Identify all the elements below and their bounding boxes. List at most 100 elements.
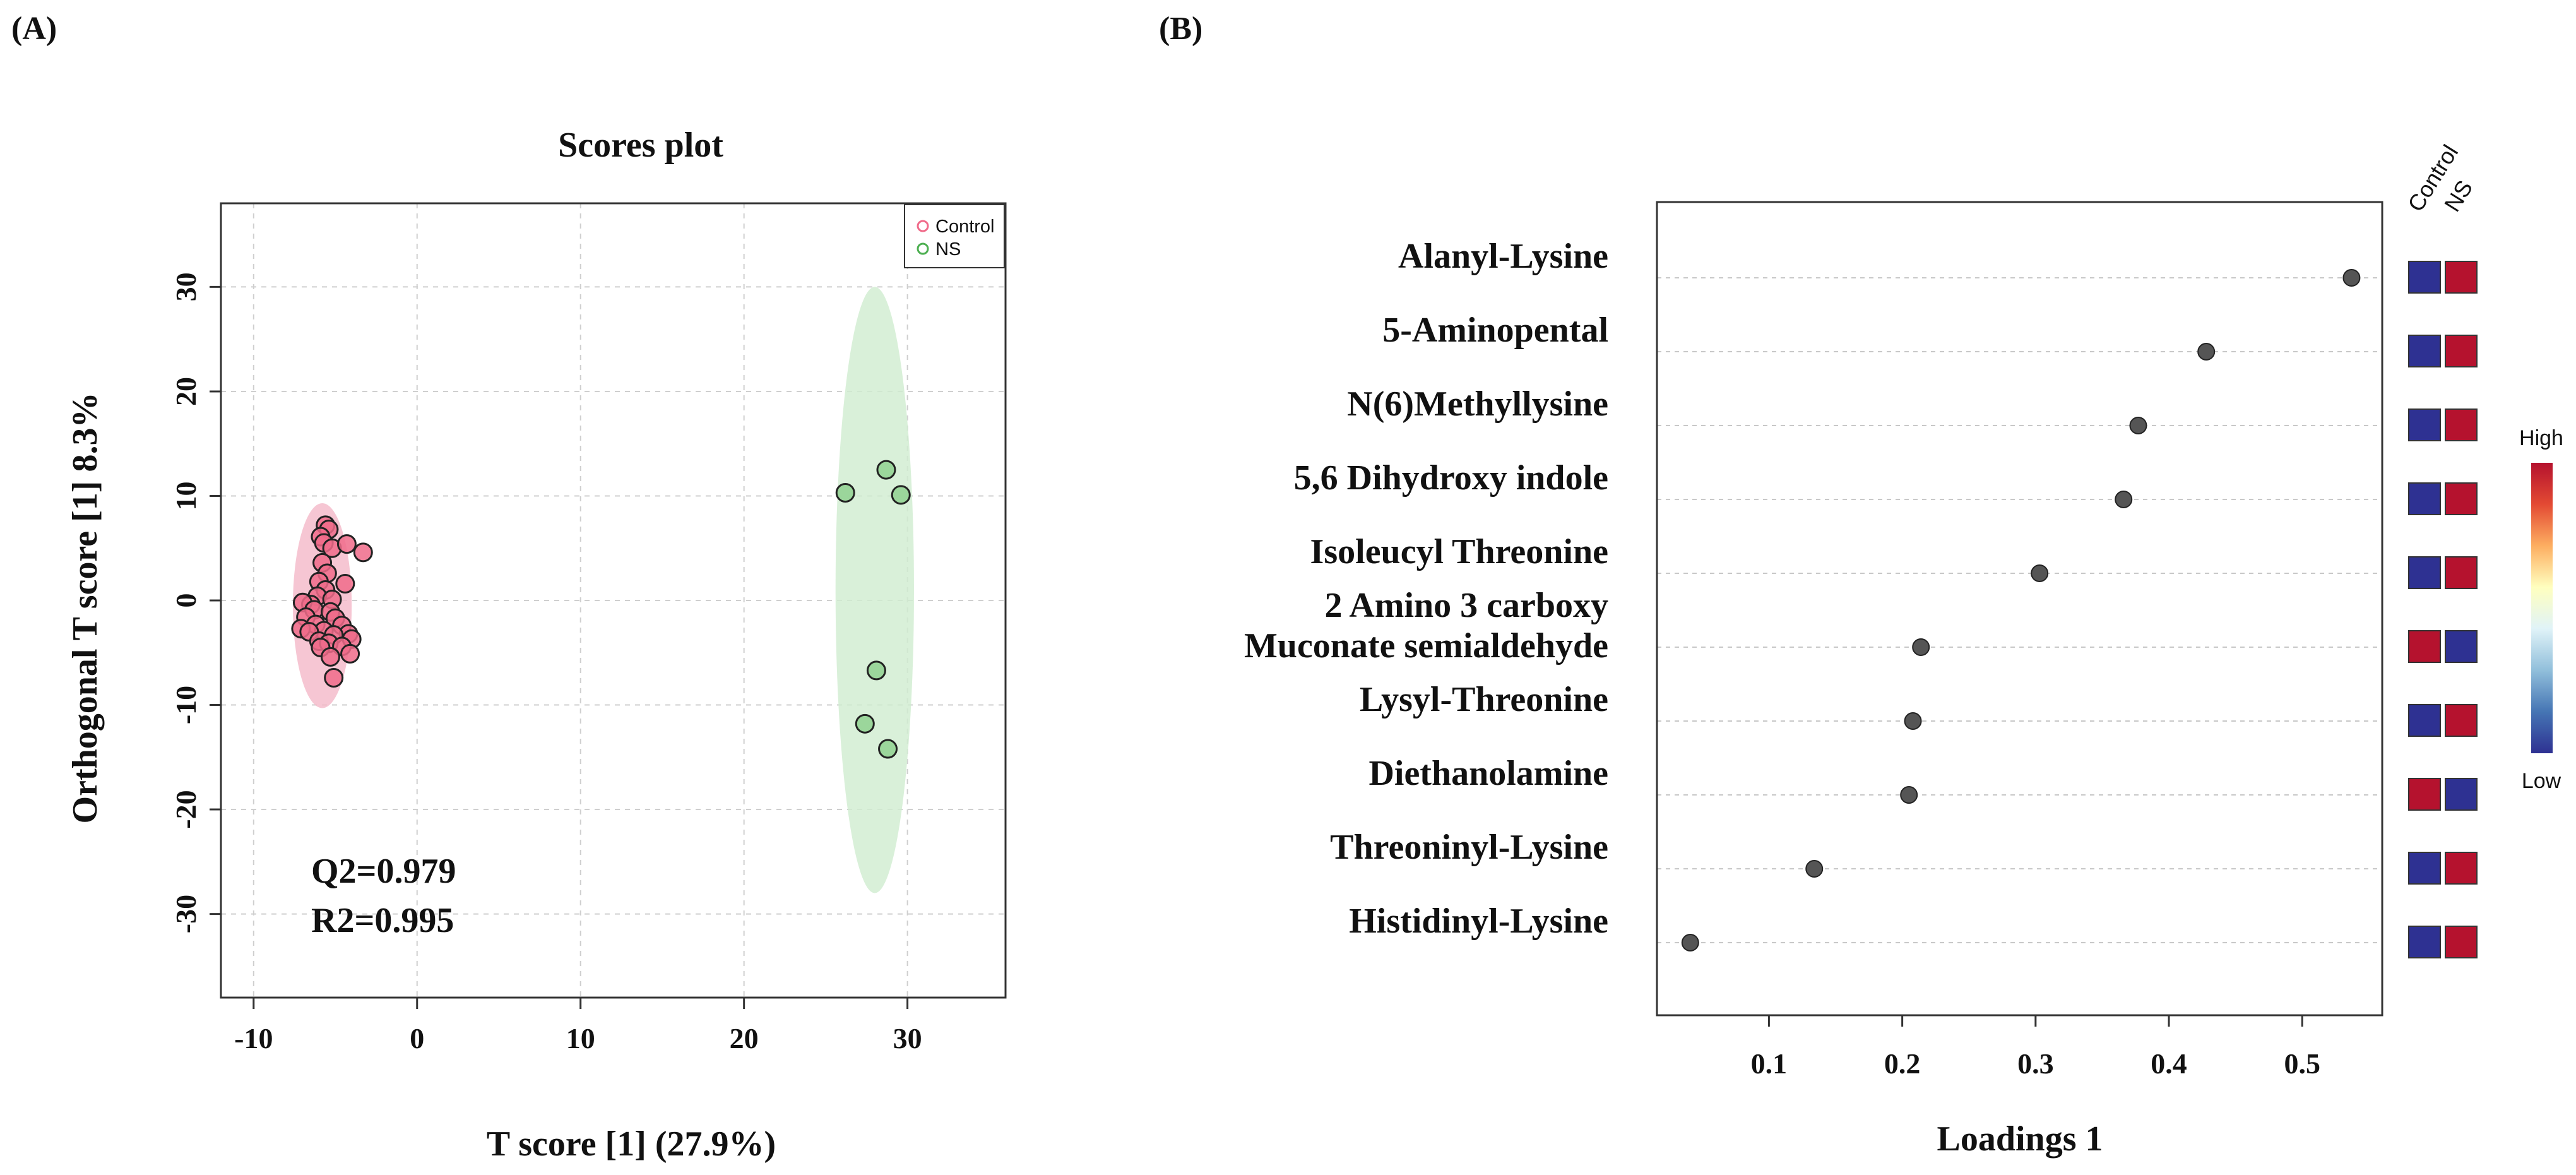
point-control-6 bbox=[353, 542, 373, 563]
metabolite-label-8: Threoninyl-Lysine bbox=[1330, 828, 1608, 867]
point-control-33 bbox=[321, 647, 341, 667]
x-tick-label-3: 20 bbox=[730, 1022, 759, 1054]
heat-cell-7-ns bbox=[2445, 778, 2478, 811]
loadings-plot: 0.1 0.2 0.3 0.4 0.5 Alanyl-Lysine 5-Aminopent… bbox=[1244, 140, 2563, 1159]
point-ns-2 bbox=[891, 485, 911, 505]
x-tick-label-4: 30 bbox=[893, 1022, 922, 1054]
metabolite-label-4: Isoleucyl Threonine bbox=[1310, 532, 1608, 571]
point-control-34 bbox=[324, 667, 344, 688]
x-tick-label-2: 10 bbox=[566, 1022, 595, 1054]
point-ns-0 bbox=[835, 483, 855, 503]
scores-y-axis-label: Orthogonal T score [1] 8.3% bbox=[66, 393, 105, 824]
scores-legend: Control NS bbox=[904, 204, 1005, 268]
heat-cell-2-ns bbox=[2445, 409, 2478, 441]
colorbar-gradient bbox=[2531, 463, 2553, 753]
point-control-32 bbox=[340, 643, 360, 664]
metabolite-label-7: Diethanolamine bbox=[1368, 754, 1608, 793]
heat-cell-5-ns bbox=[2445, 630, 2478, 663]
point-control-10 bbox=[335, 574, 355, 594]
heat-cell-4-ns bbox=[2445, 556, 2478, 589]
scores-plot: Scores plot -10 0 10 20 30 -30-20-100102030 … bbox=[66, 126, 1007, 1164]
loading-point-3 bbox=[2115, 491, 2133, 508]
heat-cell-5-control bbox=[2408, 630, 2441, 663]
metabolite-label-1: 5-Aminopental bbox=[1382, 311, 1608, 350]
y-tick-label-4: 10 bbox=[170, 481, 202, 510]
ellipse-ns bbox=[835, 287, 914, 893]
point-ns-5 bbox=[878, 739, 898, 759]
heat-cell-0-ns bbox=[2445, 261, 2478, 294]
loadings-x-ticks: 0.1 0.2 0.3 0.4 0.5 bbox=[1751, 1015, 2320, 1080]
metabolite-label-3: 5,6 Dihydroxy indole bbox=[1294, 458, 1608, 498]
heat-cell-2-control bbox=[2408, 409, 2441, 441]
heat-cell-3-control bbox=[2408, 482, 2441, 515]
loading-x-tick-label-0: 0.1 bbox=[1751, 1047, 1788, 1080]
loading-point-4 bbox=[2031, 564, 2049, 582]
loading-points bbox=[1681, 269, 2361, 951]
colorbar-high-label: High bbox=[2519, 426, 2563, 450]
heat-cell-0-control bbox=[2408, 261, 2441, 294]
heat-cell-1-ns bbox=[2445, 335, 2478, 367]
heat-cell-6-ns bbox=[2445, 704, 2478, 737]
y-tick-label-1: -20 bbox=[170, 790, 202, 828]
metabolite-label-9: Histidinyl-Lysine bbox=[1349, 902, 1608, 941]
metabolite-labels: Alanyl-Lysine 5-Aminopental N(6)Methyllysi… bbox=[1244, 237, 1608, 941]
heat-cell-9-control bbox=[2408, 926, 2441, 958]
loadings-x-axis-label: Loadings 1 bbox=[1937, 1119, 2103, 1159]
heat-cell-6-control bbox=[2408, 704, 2441, 737]
legend-ns-marker bbox=[917, 242, 929, 255]
group-ellipses bbox=[292, 287, 914, 893]
score-points bbox=[291, 460, 911, 759]
heat-cell-4-control bbox=[2408, 556, 2441, 589]
x-tick-label-1: 0 bbox=[410, 1022, 424, 1054]
y-tick-label-3: 0 bbox=[170, 593, 202, 608]
point-control-5 bbox=[336, 534, 357, 554]
legend-control-marker bbox=[917, 220, 929, 232]
loading-point-2 bbox=[2129, 417, 2147, 434]
loading-point-7 bbox=[1900, 786, 1918, 804]
metabolite-label-2: N(6)Methyllysine bbox=[1347, 385, 1608, 424]
loading-x-tick-label-2: 0.3 bbox=[2017, 1047, 2054, 1080]
y-tick-label-2: -10 bbox=[170, 686, 202, 724]
colorbar: High Low bbox=[2519, 426, 2563, 793]
panel-a-label: (A) bbox=[11, 11, 57, 47]
metabolite-label-6: Lysyl-Threonine bbox=[1360, 680, 1608, 719]
loading-point-6 bbox=[1904, 712, 1922, 730]
legend-ns-label: NS bbox=[935, 239, 961, 259]
loading-point-8 bbox=[1805, 860, 1824, 878]
loading-x-tick-label-4: 0.5 bbox=[2284, 1047, 2321, 1080]
legend-box bbox=[904, 204, 1005, 268]
y-tick-label-6: 30 bbox=[170, 272, 202, 301]
panel-b-label: (B) bbox=[1159, 11, 1202, 47]
y-tick-label-0: -30 bbox=[170, 895, 202, 933]
metabolite-label-0: Alanyl-Lysine bbox=[1398, 237, 1608, 276]
point-ns-3 bbox=[866, 660, 886, 681]
scores-x-ticks: -10 0 10 20 30 bbox=[234, 998, 922, 1054]
y-tick-label-5: 20 bbox=[170, 377, 202, 406]
point-ns-1 bbox=[876, 460, 896, 480]
heat-cell-8-ns bbox=[2445, 852, 2478, 885]
loading-point-5 bbox=[1912, 638, 1930, 656]
heat-cell-1-control bbox=[2408, 335, 2441, 367]
metabolite-label-5-0: 2 Amino 3 carboxy bbox=[1324, 586, 1608, 625]
loading-point-0 bbox=[2342, 269, 2361, 287]
heat-cell-8-control bbox=[2408, 852, 2441, 885]
loadings-plot-frame bbox=[1656, 201, 2383, 1017]
q2-annotation: Q2=0.979 bbox=[311, 852, 456, 891]
loading-x-tick-label-1: 0.2 bbox=[1884, 1047, 1921, 1080]
scores-plot-title: Scores plot bbox=[558, 126, 723, 165]
point-ns-4 bbox=[855, 713, 875, 734]
legend-control-label: Control bbox=[935, 217, 995, 237]
loading-guide-lines bbox=[1657, 277, 2382, 943]
heat-cell-3-ns bbox=[2445, 482, 2478, 515]
group-heatmap bbox=[2408, 261, 2478, 958]
loading-x-tick-label-3: 0.4 bbox=[2151, 1047, 2187, 1080]
x-tick-label-0: -10 bbox=[234, 1022, 273, 1054]
scores-y-ticks: -30 -20 -10 0 10 20 30 bbox=[170, 272, 221, 933]
heat-cell-9-ns bbox=[2445, 926, 2478, 958]
scores-x-axis-label: T score [1] (27.9%) bbox=[487, 1124, 776, 1164]
metabolite-label-5-1: Muconate semialdehyde bbox=[1244, 626, 1608, 665]
colorbar-low-label: Low bbox=[2522, 769, 2561, 793]
loading-point-9 bbox=[1681, 934, 1699, 951]
